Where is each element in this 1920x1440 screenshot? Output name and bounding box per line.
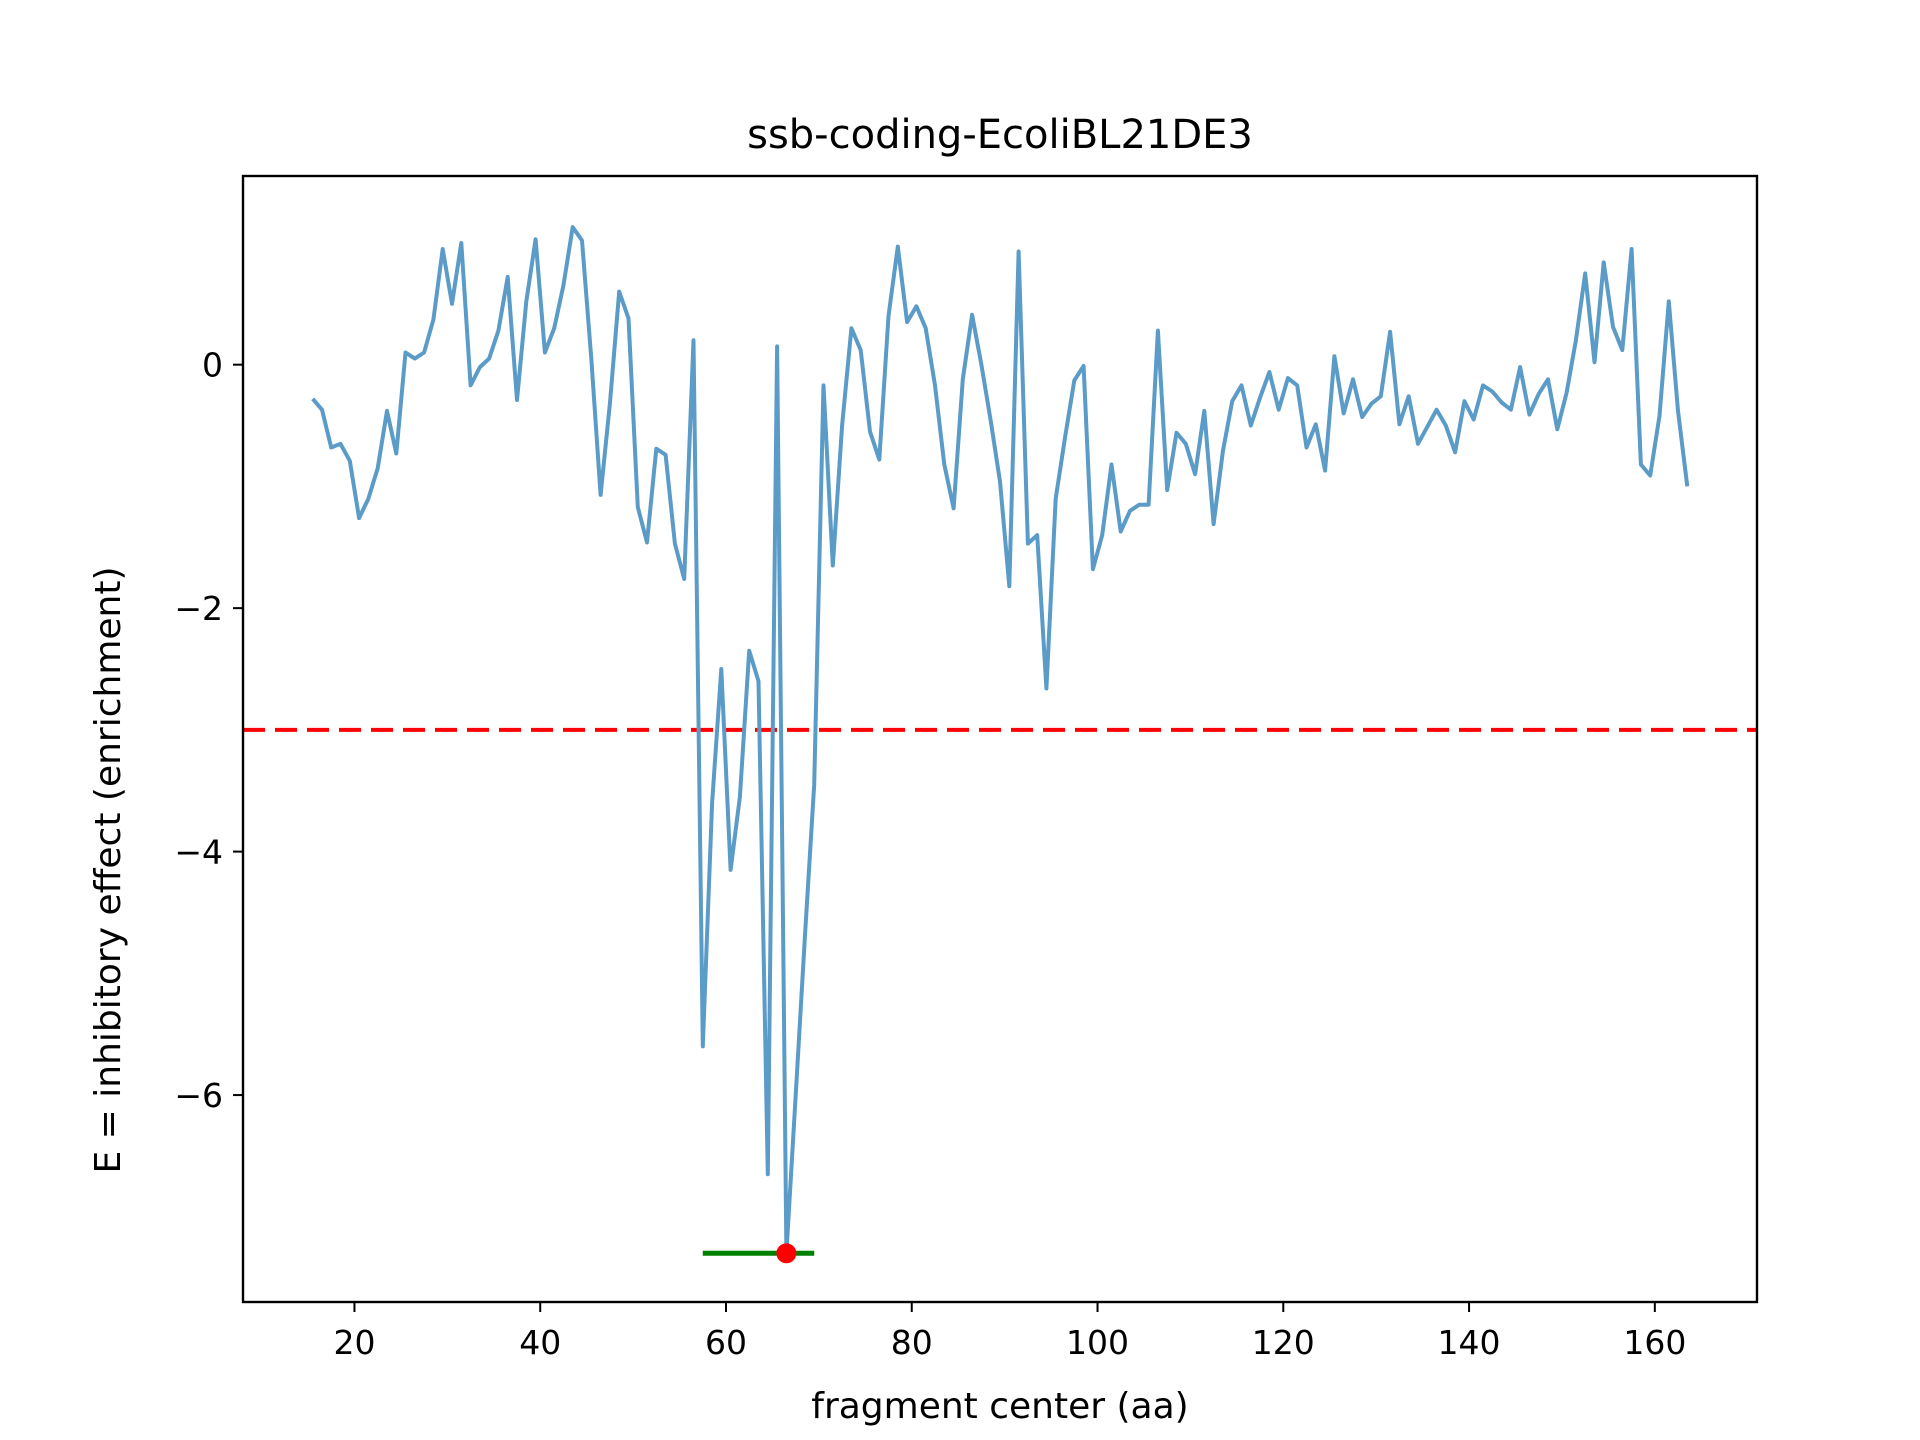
- x-axis-ticks: 20 40 60 80 100 120 140 160: [333, 1302, 1686, 1362]
- plot-area: [241, 174, 1759, 1304]
- y-axis-ticks: 0 −2 −4 −6: [174, 346, 243, 1115]
- x-axis-label: fragment center (aa): [811, 1386, 1188, 1427]
- x-tick-label: 60: [705, 1323, 747, 1362]
- x-tick-label: 40: [519, 1323, 561, 1362]
- x-tick-label: 20: [333, 1323, 375, 1362]
- y-axis-label: E = inhibitory effect (enrichment): [88, 566, 129, 1173]
- x-tick-label: 100: [1066, 1323, 1129, 1362]
- y-tick-label: −2: [174, 589, 223, 628]
- y-tick-label: −6: [174, 1076, 223, 1115]
- x-tick-label: 120: [1252, 1323, 1315, 1362]
- x-tick-label: 160: [1623, 1323, 1686, 1362]
- x-tick-label: 140: [1438, 1323, 1501, 1362]
- min-marker-point: [776, 1243, 797, 1264]
- chart-title: ssb-coding-EcoliBL21DE3: [747, 112, 1253, 158]
- axes-frame: [241, 174, 1759, 1304]
- y-tick-label: 0: [202, 346, 223, 385]
- x-tick-label: 80: [891, 1323, 933, 1362]
- series-line-0: [311, 225, 1690, 1256]
- y-tick-label: −4: [174, 833, 223, 872]
